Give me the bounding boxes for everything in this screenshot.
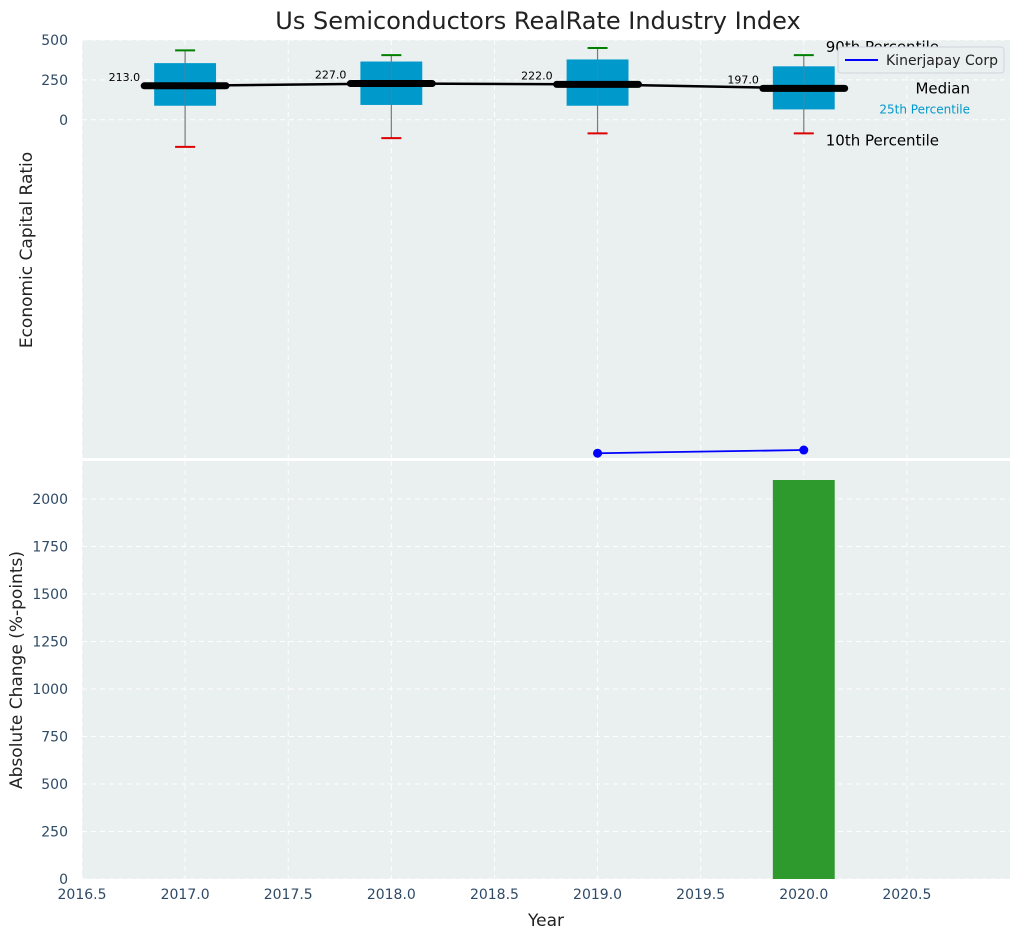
median-trend-line: [185, 82, 804, 90]
legend-box: [837, 46, 1005, 74]
bottom-y-axis-label: Absolute Change (%-points): [7, 551, 27, 789]
annotation-p25: 25th Percentile: [879, 102, 970, 116]
bottom-y-tick-label: 1250: [32, 635, 68, 651]
x-tick-label: 2018.5: [470, 887, 519, 903]
top-y-axis-label: Economic Capital Ratio: [17, 152, 37, 348]
chart-title: Us Semiconductors RealRate Industry Inde…: [275, 7, 800, 35]
median-value-label: 227.0: [315, 69, 347, 82]
bottom-y-tick-label: 2000: [32, 492, 68, 508]
x-tick-label: 2016.5: [58, 887, 107, 903]
legend: Kinerjapay Corp: [837, 46, 1005, 74]
top-y-tick-label: 500: [41, 33, 68, 49]
company-line: [597, 449, 804, 455]
bottom-y-ticks: 0 250 500 750 1000 1250 1500 1750 2000: [32, 492, 68, 888]
x-ticks: 2016.5 2017.0 2017.5 2018.0 2018.5 2019.0 2019…: [58, 887, 932, 903]
top-y-tick-label: 0: [59, 113, 68, 129]
bottom-y-tick-label: 250: [41, 825, 68, 841]
top-y-tick-label: 250: [41, 73, 68, 89]
x-tick-label: 2019.5: [676, 887, 725, 903]
company-point: [799, 445, 809, 455]
bottom-y-tick-label: 500: [41, 777, 68, 793]
bottom-y-tick-label: 0: [59, 872, 68, 888]
median-value-label: 222.0: [521, 69, 553, 82]
median-trend: [185, 82, 804, 90]
change-bar: [772, 480, 835, 879]
bottom-y-tick-label: 1500: [32, 587, 68, 603]
annotation-median: Median: [915, 79, 970, 97]
annotation-p10: 10th Percentile: [826, 131, 939, 149]
company-point: [593, 448, 603, 458]
x-tick-label: 2020.5: [882, 887, 931, 903]
legend-entry: Kinerjapay Corp: [886, 53, 998, 69]
median-value-label: 213.0: [109, 71, 141, 84]
top-gridlines: [81, 39, 1010, 458]
x-tick-label: 2017.0: [161, 887, 210, 903]
top-panel-background: [82, 40, 1010, 458]
bottom-y-tick-label: 1000: [32, 682, 68, 698]
x-tick-label: 2019.0: [573, 887, 622, 903]
top-y-ticks: 0 250 500: [41, 33, 68, 129]
x-tick-label: 2017.5: [264, 887, 313, 903]
company-series: [593, 445, 809, 458]
x-tick-label: 2020.0: [779, 887, 828, 903]
bottom-y-tick-label: 1750: [32, 540, 68, 556]
bottom-panel-background: [82, 461, 1010, 879]
x-axis-label: Year: [527, 911, 564, 931]
bottom-y-tick-label: 750: [41, 730, 68, 746]
median-value-label: 197.0: [727, 73, 759, 86]
bars: [772, 480, 835, 879]
x-tick-label: 2018.0: [367, 887, 416, 903]
